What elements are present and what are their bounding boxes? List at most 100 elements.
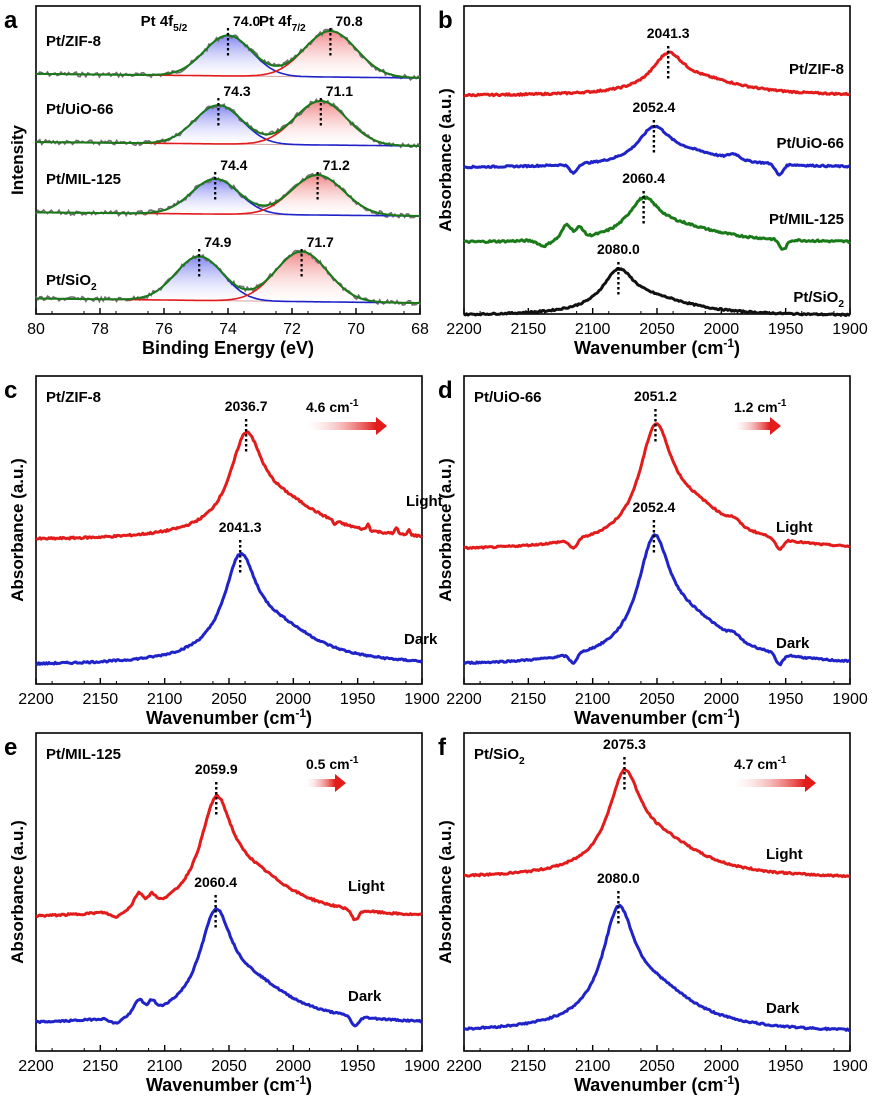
dark-label: Dark <box>766 1000 800 1017</box>
peak-label: 2060.4 <box>622 170 665 186</box>
ir-trace-light <box>463 757 851 879</box>
x-tick-label: 2150 <box>511 321 547 338</box>
shift-arrow-body <box>306 779 335 787</box>
panel-label-f: f <box>438 734 447 761</box>
x-tick-label: 1950 <box>340 1058 376 1075</box>
peak-label: 2041.3 <box>219 519 262 535</box>
spectrum-line <box>35 552 424 666</box>
x-tick-label: 1900 <box>832 1058 868 1075</box>
spectrum-line <box>34 907 423 1028</box>
x-tick-label: 2050 <box>211 1058 247 1075</box>
panel-label-e: e <box>4 734 17 761</box>
x-tick-label: 74 <box>219 321 237 338</box>
x-axis-label: Wavenumber (cm-1) <box>574 1073 740 1095</box>
peak-label: 2036.7 <box>225 398 268 414</box>
fit-envelope-line <box>36 174 420 217</box>
x-tick-label: 68 <box>411 321 429 338</box>
x-tick-label: 2100 <box>147 1058 183 1075</box>
x-tick-label: 2150 <box>511 1058 547 1075</box>
dark-label: Dark <box>348 988 382 1005</box>
pt4f72-fill <box>36 251 420 303</box>
ir-trace-dark <box>34 895 423 1028</box>
peak-label: 2051.2 <box>634 388 677 404</box>
peak-label: 2075.3 <box>603 736 646 752</box>
series-label: Pt/SiO2 <box>46 272 97 293</box>
series-label: Pt/ZIF-8 <box>46 33 101 50</box>
series-label: Pt/UiO-66 <box>46 101 114 118</box>
spectrum-line <box>463 767 851 879</box>
peak-label: 71.7 <box>307 234 334 250</box>
shift-arrow-icon <box>770 417 781 435</box>
x-tick-label: 70 <box>347 321 365 338</box>
sample-title: Pt/SiO2 <box>474 746 525 767</box>
x-tick-label: 2000 <box>276 691 312 708</box>
series-label: Pt/MIL-125 <box>46 171 121 188</box>
peak-label: 71.2 <box>323 157 350 173</box>
panel-label-a: a <box>4 7 18 34</box>
x-tick-label: 1950 <box>768 1058 804 1075</box>
light-label: Light <box>766 846 803 863</box>
peak-label: 2080.0 <box>597 241 640 257</box>
doublet-label-7-2: Pt 4f7/2 <box>259 13 306 34</box>
y-axis-label: Absorbance (a.u.) <box>436 458 455 602</box>
shift-label: 1.2 cm-1 <box>734 398 787 415</box>
x-axis-label: Wavenumber (cm-1) <box>146 706 312 728</box>
y-axis-label: Absorbance (a.u.) <box>436 88 455 232</box>
shift-label: 4.7 cm-1 <box>734 755 787 772</box>
sample-title: Pt/UiO-66 <box>474 389 542 406</box>
light-label: Light <box>348 878 385 895</box>
x-tick-label: 2200 <box>446 321 482 338</box>
sample-title: Pt/ZIF-8 <box>46 389 101 406</box>
ir-trace-light <box>35 782 423 922</box>
peak-label: 74.9 <box>204 234 231 250</box>
dark-label: Dark <box>404 631 438 648</box>
panel-label-b: b <box>438 7 453 34</box>
x-tick-label: 1950 <box>768 321 804 338</box>
spectrum-line <box>463 267 851 317</box>
peak-label: 74.0 <box>233 13 260 29</box>
x-tick-label: 76 <box>155 321 173 338</box>
peak-label: 2052.4 <box>632 499 675 515</box>
y-axis-label: Absorbance (a.u.) <box>8 458 27 602</box>
x-tick-label: 2200 <box>18 1058 54 1075</box>
x-tick-label: 1900 <box>832 321 868 338</box>
pt4f52-fill <box>36 35 420 78</box>
ir-trace-light <box>463 409 851 551</box>
peak-label: 2080.0 <box>597 870 640 886</box>
y-axis-label: Absorbance (a.u.) <box>8 820 27 964</box>
xps-trace-3 <box>35 249 421 306</box>
x-tick-label: 1900 <box>404 1058 440 1075</box>
spectrum-line <box>463 50 851 98</box>
shift-arrow-body <box>734 422 770 430</box>
pt4f52-fill <box>36 105 420 146</box>
pt4f52-fill <box>36 178 420 216</box>
spectrum-line <box>463 422 851 551</box>
spectrum-line <box>35 430 423 541</box>
shift-arrow-icon <box>805 774 816 792</box>
ir-trace-pt-uio-66 <box>463 120 851 177</box>
spectrum-line <box>463 903 851 1032</box>
peak-label: 74.3 <box>223 83 250 99</box>
pt4f72-fill <box>36 175 420 216</box>
x-tick-label: 2050 <box>639 691 675 708</box>
shift-arrow-icon <box>376 417 387 435</box>
x-tick-label: 1950 <box>768 691 804 708</box>
ir-trace-pt-sio2 <box>463 262 851 317</box>
xps-trace-1 <box>35 97 421 149</box>
x-tick-label: 2150 <box>83 691 119 708</box>
sample-title: Pt/MIL-125 <box>46 746 121 763</box>
series-label: Pt/SiO2 <box>793 289 844 310</box>
xps-trace-0 <box>35 27 421 82</box>
shift-arrow-icon <box>335 774 346 792</box>
peak-label: 2059.9 <box>195 761 238 777</box>
peak-label: 74.4 <box>220 157 247 173</box>
x-tick-label: 1900 <box>832 691 868 708</box>
y-axis-label: Absorbance (a.u.) <box>436 820 455 964</box>
x-tick-label: 2050 <box>639 321 675 338</box>
shift-arrow-body <box>734 779 805 787</box>
ir-trace-pt-zif-8 <box>463 46 851 98</box>
dark-label: Dark <box>776 635 810 652</box>
xps-trace-2 <box>35 171 421 219</box>
shift-arrow-body <box>306 422 376 430</box>
